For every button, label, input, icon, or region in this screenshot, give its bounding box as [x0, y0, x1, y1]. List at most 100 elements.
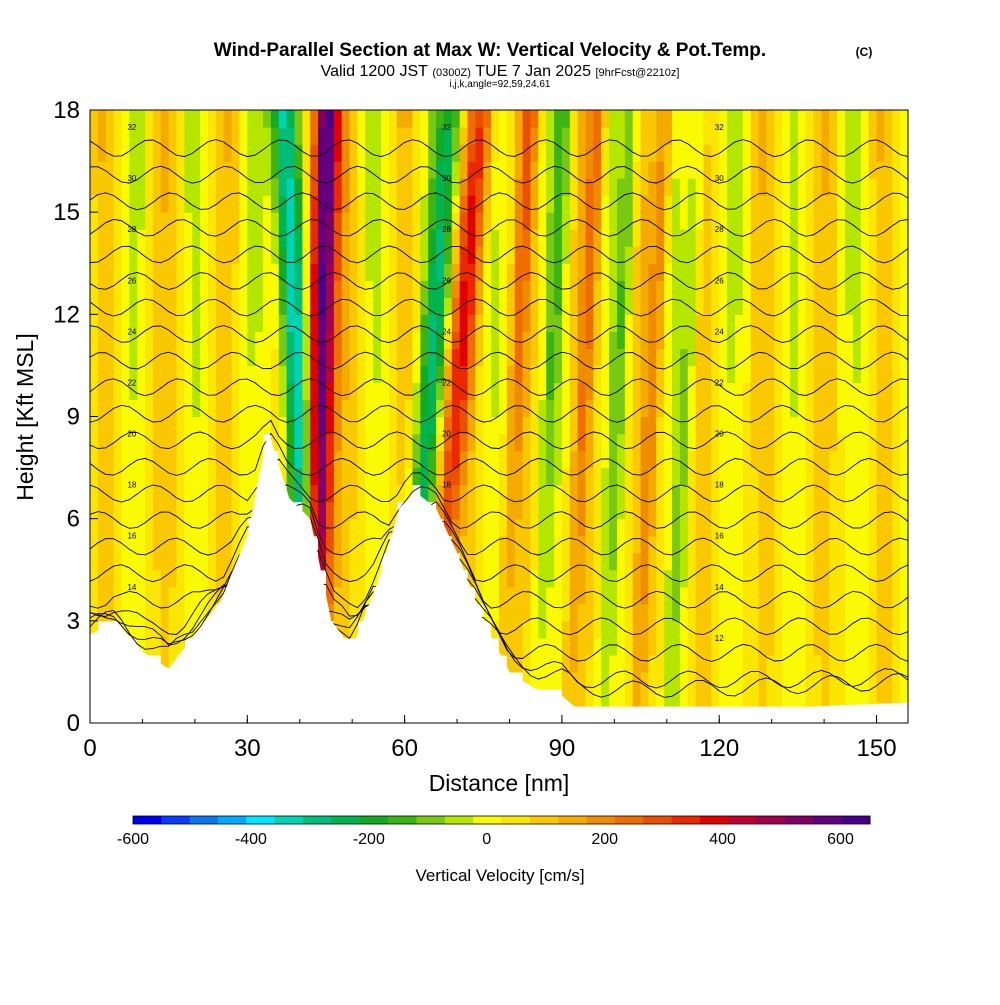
velocity-cell: [672, 637, 681, 656]
velocity-cell: [113, 229, 123, 247]
velocity-cell: [790, 297, 799, 315]
velocity-cell: [852, 603, 862, 622]
velocity-cell: [609, 195, 618, 213]
velocity-cell: [184, 484, 193, 503]
velocity-cell: [656, 263, 665, 281]
velocity-cell: [758, 688, 768, 707]
velocity-cell: [813, 603, 823, 622]
velocity-cell: [884, 535, 893, 554]
velocity-cell: [302, 195, 311, 213]
velocity-cell: [585, 671, 594, 690]
velocity-cell: [601, 212, 610, 230]
velocity-cell: [585, 331, 594, 349]
velocity-cell: [514, 654, 524, 673]
velocity-cell: [845, 416, 854, 435]
velocity-cell: [860, 212, 870, 230]
velocity-cell: [97, 535, 107, 554]
velocity-cell: [711, 212, 720, 230]
velocity-cell: [758, 518, 768, 537]
colorbar-swatch: [359, 816, 389, 824]
velocity-cell: [837, 263, 846, 281]
velocity-cell: [223, 450, 233, 469]
velocity-cell: [341, 552, 351, 571]
theta-contour-label: 20: [127, 430, 136, 439]
velocity-cell: [286, 127, 296, 145]
velocity-cell: [664, 688, 673, 707]
velocity-cell: [656, 654, 665, 673]
velocity-cell: [577, 399, 587, 418]
velocity-cell: [601, 399, 610, 418]
velocity-cell: [522, 348, 532, 367]
velocity-cell: [475, 399, 484, 418]
velocity-cell: [609, 212, 618, 230]
velocity-cell: [774, 314, 783, 332]
velocity-cell: [404, 246, 414, 264]
velocity-cell: [483, 297, 492, 315]
velocity-cell: [357, 110, 366, 128]
velocity-cell: [648, 654, 657, 673]
velocity-cell: [632, 569, 642, 588]
velocity-cell: [546, 637, 555, 656]
velocity-cell: [459, 144, 469, 162]
velocity-cell: [278, 433, 288, 452]
velocity-cell: [325, 263, 335, 281]
velocity-cell: [892, 569, 901, 588]
velocity-cell: [145, 569, 154, 588]
velocity-cell: [805, 229, 815, 247]
velocity-cell: [223, 314, 233, 332]
velocity-cell: [719, 501, 728, 520]
velocity-cell: [428, 399, 437, 418]
velocity-cell: [192, 620, 201, 639]
velocity-cell: [711, 127, 720, 145]
velocity-cell: [499, 586, 508, 605]
velocity-cell: [514, 586, 524, 605]
velocity-cell: [766, 246, 775, 264]
velocity-cell: [868, 348, 878, 367]
velocity-cell: [648, 416, 657, 435]
velocity-cell: [388, 178, 398, 196]
velocity-cell: [609, 297, 618, 315]
velocity-cell: [357, 161, 366, 179]
velocity-cell: [852, 127, 862, 145]
velocity-cell: [664, 671, 673, 690]
velocity-cell: [546, 654, 555, 673]
velocity-cell: [349, 586, 359, 605]
theta-contour-label: 32: [127, 123, 136, 132]
velocity-cell: [766, 314, 775, 332]
velocity-cell: [624, 399, 634, 418]
velocity-cell: [223, 484, 233, 503]
velocity-cell: [561, 603, 571, 622]
velocity-cell: [231, 467, 241, 486]
velocity-cell: [837, 161, 846, 179]
velocity-cell: [774, 467, 783, 486]
velocity-cell: [365, 314, 374, 332]
velocity-cell: [672, 195, 681, 213]
velocity-cell: [200, 382, 209, 401]
velocity-cell: [333, 569, 343, 588]
velocity-cell: [742, 535, 752, 554]
velocity-cell: [554, 637, 563, 656]
velocity-cell: [121, 399, 130, 418]
velocity-cell: [664, 127, 673, 145]
velocity-cell: [790, 365, 799, 384]
velocity-cell: [357, 246, 366, 264]
velocity-cell: [719, 348, 728, 367]
velocity-cell: [593, 637, 602, 656]
velocity-cell: [695, 229, 705, 247]
velocity-cell: [404, 314, 414, 332]
velocity-cell: [341, 433, 351, 452]
velocity-cell: [640, 365, 650, 384]
velocity-cell: [302, 433, 311, 452]
velocity-cell: [829, 314, 838, 332]
velocity-cell: [774, 229, 783, 247]
velocity-cell: [404, 382, 414, 401]
velocity-cell: [506, 399, 516, 418]
velocity-cell: [837, 195, 846, 213]
colorbar-tick-label: 600: [827, 831, 854, 848]
velocity-cell: [207, 467, 217, 486]
velocity-cell: [868, 127, 878, 145]
velocity-cell: [727, 263, 736, 281]
velocity-cell: [813, 382, 823, 401]
velocity-cell: [475, 535, 484, 554]
